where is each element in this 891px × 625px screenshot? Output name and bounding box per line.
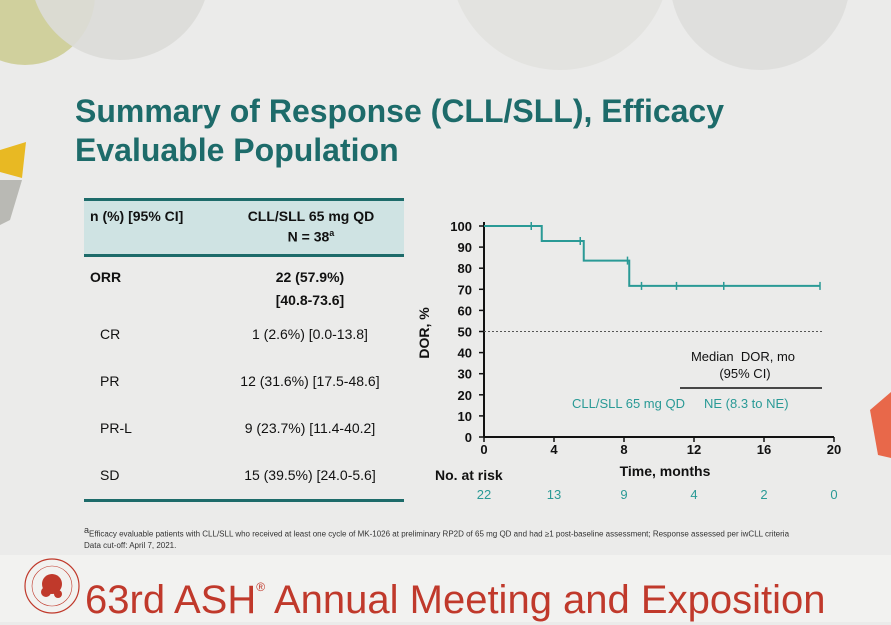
footnote-text: Efficacy evaluable patients with CLL/SLL…: [89, 529, 790, 539]
footer-band: [0, 555, 891, 622]
table-header-metric: n (%) [95% CI]: [84, 198, 216, 257]
footnote-marker: a: [84, 525, 90, 535]
table-row: CR 1 (2.6%) [0.0-13.8]: [84, 311, 404, 358]
at-risk-value: 4: [690, 487, 697, 502]
deco-circle-light: [457, 0, 663, 70]
footnote-line1: aEfficacy evaluable patients with CLL/SL…: [84, 525, 874, 540]
row-label: PR: [100, 373, 120, 390]
slide-title: Summary of Response (CLL/SLL), Efficacy …: [75, 93, 725, 168]
at-risk-label: No. at risk: [435, 467, 503, 483]
orr-ci: [40.8-73.6]: [275, 291, 345, 308]
legend-series-label: CLL/SLL 65 mg QD: [572, 396, 685, 411]
y-tick-label: 10: [458, 409, 472, 424]
table-row: PR 12 (31.6%) [17.5-48.6]: [84, 358, 404, 405]
x-axis-label: Time, months: [620, 463, 711, 479]
row-value: 1 (2.6%) [0.0-13.8]: [251, 326, 368, 343]
km-plot: 22 13 9 4 2 0: [477, 222, 838, 502]
table-header-cohort: CLL/SLL 65 mg QD N = 38a: [215, 198, 404, 257]
x-tick-label: 0: [480, 442, 487, 457]
x-tick-label: 12: [687, 442, 701, 457]
x-tick-label: 8: [620, 442, 627, 457]
km-curve: [484, 225, 820, 287]
y-tick-label: 40: [458, 346, 472, 361]
header-n: N = 38: [287, 228, 330, 245]
y-tick-label: 90: [458, 240, 472, 255]
deco-yellow-wedge: [0, 142, 26, 178]
row-value: 9 (23.7%) [11.4-40.2]: [244, 420, 376, 437]
footnote-line2: Data cut-off: April 7, 2021.: [84, 540, 177, 550]
x-tick-label: 20: [827, 442, 841, 457]
y-tick-label: 60: [458, 303, 472, 318]
legend-header-line2: (95% CI): [719, 366, 770, 381]
y-tick-label: 80: [458, 261, 472, 276]
orr-label: ORR: [90, 268, 122, 285]
response-table: n (%) [95% CI] CLL/SLL 65 mg QD N = 38a …: [84, 198, 404, 502]
header-cohort-line2: N = 38a: [222, 225, 400, 246]
footer-part2: Annual Meeting and Exposition: [265, 578, 826, 622]
deco-circle-gray: [35, 0, 205, 60]
table-row: PR-L 9 (23.7%) [11.4-40.2]: [84, 405, 404, 452]
deco-orange-wedge: [870, 392, 891, 458]
legend-header-line1: Median DOR, mo: [691, 349, 795, 364]
at-risk-value: 2: [760, 487, 767, 502]
header-footnote-marker: a: [329, 228, 335, 238]
footnote: aEfficacy evaluable patients with CLL/SL…: [84, 525, 874, 551]
at-risk-value: 0: [830, 487, 837, 502]
at-risk-value: 13: [547, 487, 561, 502]
y-tick-label: 50: [458, 325, 472, 340]
y-tick-label: 0: [465, 430, 472, 445]
at-risk-value: 9: [620, 487, 627, 502]
row-value: 12 (31.6%) [17.5-48.6]: [240, 373, 380, 390]
deco-circle-light-2: [672, 0, 848, 70]
orr-value: 22 (57.9%): [275, 268, 345, 285]
footer-registered: ®: [256, 580, 266, 594]
y-tick-label: 20: [458, 388, 472, 403]
table-row: SD 15 (39.5%) [24.0-5.6]: [84, 451, 404, 502]
row-label: SD: [84, 451, 216, 502]
y-tick-label: 70: [458, 282, 472, 297]
table-row-orr: ORR 22 (57.9%): [84, 255, 404, 289]
ash-logo: [24, 558, 80, 614]
y-tick-label: 30: [458, 367, 472, 382]
footer-part1: 63rd ASH: [85, 578, 257, 622]
footer-meeting-title: 63rd ASH® Annual Meeting and Exposition: [85, 562, 825, 625]
table-header-row: n (%) [95% CI] CLL/SLL 65 mg QD N = 38a: [84, 198, 404, 257]
km-axes: 0 10 20 30 40 50 60 70 80 90 100 0 4 8 12 16 20: [450, 219, 841, 457]
at-risk-value: 22: [477, 487, 491, 502]
y-axis-label: DOR, %: [416, 307, 432, 359]
row-value: 15 (39.5%) [24.0-5.6]: [215, 451, 404, 502]
row-label: CR: [100, 326, 121, 343]
x-tick-label: 4: [550, 442, 558, 457]
header-cohort-line1: CLL/SLL 65 mg QD: [247, 208, 375, 224]
y-tick-label: 100: [450, 219, 472, 234]
deco-gray-wedge: [0, 180, 22, 225]
legend-series-value: NE (8.3 to NE): [704, 396, 789, 411]
table-row-orr-ci: [40.8-73.6]: [84, 289, 404, 311]
row-label: PR-L: [100, 420, 132, 437]
x-tick-label: 16: [757, 442, 771, 457]
